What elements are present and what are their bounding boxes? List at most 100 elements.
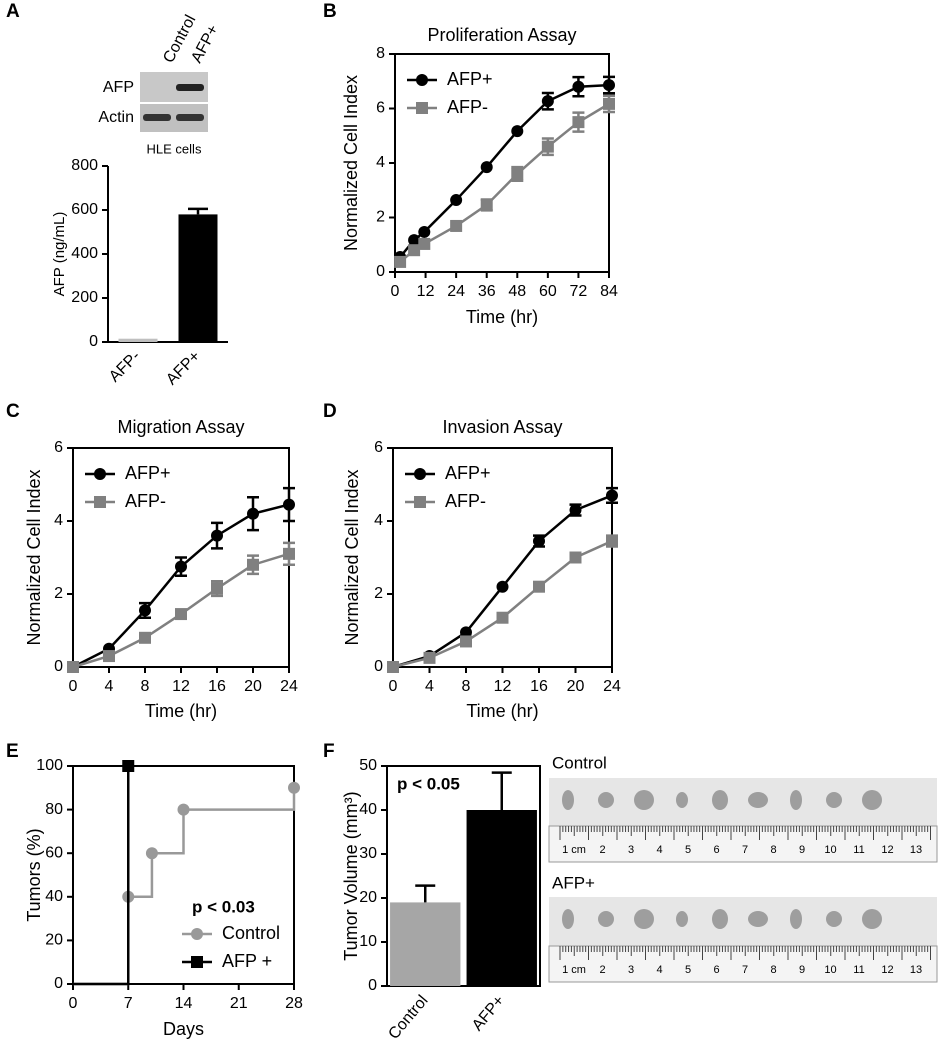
marker — [394, 255, 407, 268]
marker — [569, 551, 582, 564]
ruler-label: 4 — [656, 964, 662, 976]
marker — [480, 198, 493, 211]
series-line — [73, 766, 130, 986]
tumor — [598, 911, 614, 927]
x-tick-label: 24 — [603, 678, 621, 695]
y-tick-label: 800 — [71, 157, 98, 174]
y-tick-label: 0 — [376, 263, 385, 280]
chart-title: Invasion Assay — [442, 417, 562, 437]
legend-marker — [416, 102, 428, 114]
marker — [606, 535, 618, 548]
marker — [423, 651, 436, 664]
y-tick-label: 60 — [45, 844, 63, 861]
marker — [418, 225, 431, 238]
x-tick-label: 48 — [508, 283, 526, 300]
y-tick-label: 6 — [54, 439, 63, 456]
marker — [67, 661, 79, 673]
chart-title: Proliferation Assay — [427, 25, 576, 45]
y-tick-label: 40 — [45, 888, 63, 905]
marker — [511, 167, 524, 180]
marker — [533, 580, 545, 593]
y-tick-label: 4 — [54, 512, 63, 529]
x-tick-label: AFP+ — [469, 992, 508, 1034]
ruler-label: 2 — [599, 844, 605, 856]
photo-label: AFP+ — [552, 873, 595, 892]
x-tick-label: 16 — [208, 678, 226, 695]
marker — [450, 194, 463, 207]
legend-marker — [94, 468, 106, 480]
plot-frame — [72, 765, 295, 985]
y-tick-label: 400 — [71, 245, 98, 262]
marker — [211, 529, 223, 542]
y-axis-label: Normalized Cell Index — [341, 75, 361, 251]
tumor — [748, 792, 768, 808]
y-tick-label: 0 — [368, 977, 377, 994]
tumor — [862, 909, 882, 929]
ruler-label: 7 — [742, 844, 748, 856]
y-tick-label: 100 — [36, 757, 63, 774]
marker — [103, 650, 115, 663]
marker — [408, 234, 421, 247]
y-tick-label: 50 — [359, 757, 377, 774]
tumor — [598, 792, 614, 808]
ruler-label: 6 — [713, 844, 719, 856]
y-tick-label: 10 — [359, 933, 377, 950]
y-tick-label: 2 — [376, 209, 385, 226]
x-tick-label: 0 — [69, 995, 78, 1012]
y-tick-label: 20 — [359, 889, 377, 906]
tumor — [562, 909, 574, 929]
legend-label: AFP+ — [447, 69, 493, 89]
y-tick-label: 20 — [45, 932, 63, 949]
marker — [139, 604, 151, 617]
western-blot: Control AFP+ AFP Actin HLE cells — [98, 12, 222, 156]
marker — [460, 635, 472, 648]
ruler-label: 9 — [799, 844, 805, 856]
tumor — [748, 911, 768, 927]
ruler-label: 7 — [742, 964, 748, 976]
x-tick-label: 0 — [391, 283, 400, 300]
marker — [569, 504, 582, 517]
plot-frame — [386, 765, 541, 987]
y-tick-label: 80 — [45, 801, 63, 818]
blot-band — [176, 84, 204, 91]
x-tick-label: 4 — [425, 678, 434, 695]
panel-label: E — [6, 741, 19, 762]
ruler-label: 8 — [770, 964, 776, 976]
x-tick-label: 7 — [124, 995, 133, 1012]
legend-label: AFP- — [445, 491, 486, 511]
y-axis-label: AFP (ng/mL) — [51, 212, 68, 297]
y-tick-label: 0 — [54, 975, 63, 992]
photo-label: Control — [552, 753, 607, 772]
tumor — [826, 792, 842, 808]
tumor — [712, 909, 728, 929]
ruler-label: 8 — [770, 844, 776, 856]
x-tick-label: 21 — [230, 995, 248, 1012]
tumor — [634, 909, 654, 929]
bar — [390, 902, 461, 986]
marker — [572, 116, 585, 129]
y-axis-label: Normalized Cell Index — [24, 469, 44, 645]
row-label: Actin — [98, 109, 134, 126]
ruler-label: 1 cm — [562, 964, 586, 976]
error-bar — [491, 771, 512, 810]
marker — [480, 161, 493, 174]
marker — [283, 547, 295, 560]
marker — [418, 237, 431, 250]
legend-marker — [94, 496, 106, 508]
marker — [387, 661, 399, 673]
y-tick-label: 0 — [54, 658, 63, 675]
x-tick-label: AFP+ — [163, 348, 204, 389]
y-tick-label: 200 — [71, 289, 98, 306]
marker — [572, 80, 585, 93]
annotation: p < 0.05 — [397, 774, 460, 793]
x-tick-label: 60 — [539, 283, 557, 300]
ruler-label: 3 — [628, 964, 634, 976]
x-tick-label: 36 — [478, 283, 496, 300]
y-tick-label: 6 — [374, 439, 383, 456]
ruler-label: 3 — [628, 844, 634, 856]
legend-marker — [416, 74, 428, 86]
y-tick-label: 40 — [359, 801, 377, 818]
marker — [247, 507, 259, 520]
panel-label: A — [6, 1, 20, 22]
